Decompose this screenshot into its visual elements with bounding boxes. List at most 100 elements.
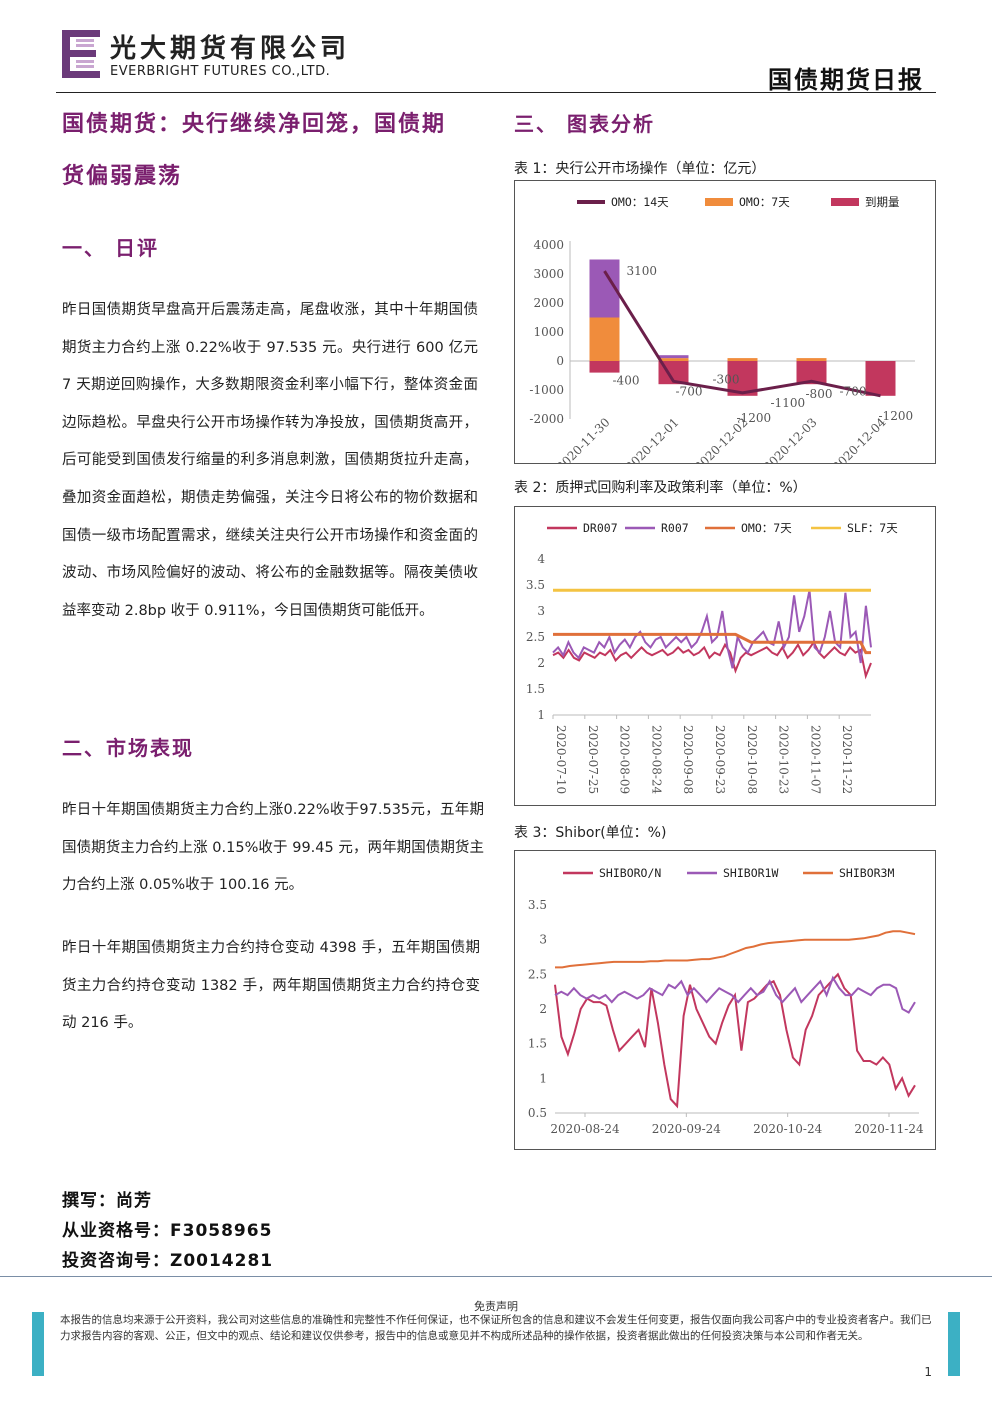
y-tick-label: 4: [537, 552, 545, 566]
footer-left-bar: [32, 1312, 44, 1376]
y-tick-label: 3000: [533, 267, 564, 281]
x-tick-label: 2020-11-22: [840, 725, 854, 794]
series-line: [553, 632, 871, 655]
x-tick-label: 2020-07-25: [586, 725, 600, 794]
author-consult-number: 投资咨询号：Z0014281: [62, 1251, 274, 1271]
data-label: -300: [713, 373, 740, 387]
series-line: [554, 972, 916, 1109]
market-paragraph-2: 昨日十年期国债期货主力合约持仓变动 4398 手，五年期国债期货主力合约持仓变动…: [62, 940, 480, 1032]
y-tick-label: 2.5: [526, 630, 545, 644]
legend-label: 到期量: [865, 195, 900, 209]
x-tick-label: 2020-10-08: [745, 725, 759, 794]
bar-segment: [589, 361, 620, 373]
x-tick-label: 2020-07-10: [554, 725, 568, 794]
legend-label: SHIBOR3M: [839, 866, 894, 880]
section-title-charts: 三、 图表分析: [514, 112, 655, 136]
y-tick-label: 2000: [533, 296, 564, 310]
legend-label: R007: [661, 521, 689, 535]
legend-label: DR007: [583, 521, 618, 535]
legend-label: SHIBORO/N: [599, 866, 661, 880]
legend-label: OMO：7天: [739, 195, 790, 209]
chart2-caption: 表 2：质押式回购利率及政策利率（单位：%）: [514, 480, 807, 496]
bar-segment: [658, 358, 689, 361]
data-label: 3100: [627, 264, 658, 278]
bar-segment: [658, 355, 689, 359]
y-tick-label: 1000: [533, 325, 564, 339]
omo-14d-line: [603, 270, 881, 398]
x-tick-label: 2020-09-24: [652, 1122, 722, 1136]
chart1-caption: 表 1：央行公开市场操作（单位：亿元）: [514, 161, 766, 177]
chart3-shibor: SHIBORO/N SHIBOR1W SHIBOR3M 3.5 3 2.5 2 1.5 1 0.5…: [514, 850, 936, 1150]
page-number: 1: [924, 1365, 932, 1379]
y-tick-label: 2: [539, 1002, 547, 1016]
x-tick-label: 2020-08-09: [618, 725, 632, 794]
y-tick-label: -2000: [529, 412, 564, 426]
y-tick-label: 3.5: [526, 578, 545, 592]
bar-segment: [589, 317, 620, 361]
header-divider: [56, 92, 936, 93]
y-tick-label: 1.5: [528, 1037, 547, 1051]
x-tick-label: 2020-12-02: [692, 415, 751, 464]
disclaimer-title: 免责声明: [474, 1300, 518, 1313]
y-tick-label: 4000: [533, 238, 564, 252]
y-tick-label: 3.5: [528, 898, 547, 912]
x-tick-label: 2020-12-01: [623, 415, 682, 464]
daily-review-paragraph: 昨日国债期货早盘高开后震荡走高，尾盘收涨，其中十年期国债期货主力合约上涨 0.2…: [62, 302, 478, 619]
article-title-line1: 国债期货：央行继续净回笼，国债期: [62, 112, 447, 137]
footer-right-bar: [948, 1312, 960, 1376]
market-paragraph-1: 昨日十年期国债期货主力合约上涨0.22%收于97.535元，五年期国债期货主力合…: [62, 802, 484, 894]
y-tick-label: 1: [539, 1071, 547, 1085]
author-qualification: 从业资格号：F3058965: [62, 1221, 273, 1241]
data-label: -1200: [737, 411, 772, 425]
x-tick-label: 2020-10-24: [753, 1122, 823, 1136]
report-type-title: 国债期货日报: [768, 66, 924, 94]
article-title-line2: 货偏弱震荡: [62, 164, 183, 189]
x-tick-label: 2020-08-24: [649, 725, 663, 795]
y-tick-label: 3: [537, 604, 545, 618]
x-tick-label: 2020-09-23: [713, 725, 727, 794]
data-label: -700: [840, 384, 867, 398]
y-tick-label: 0: [556, 354, 564, 368]
y-tick-label: 1.5: [526, 682, 545, 696]
y-tick-label: 0.5: [528, 1106, 547, 1120]
data-label: -1200: [879, 409, 914, 423]
series-line: [555, 930, 916, 969]
chart3-caption: 表 3：Shibor(单位：%): [514, 825, 667, 841]
legend-swatch: [831, 198, 859, 206]
bar-segment: [796, 361, 827, 385]
y-tick-label: 2.5: [528, 967, 547, 981]
company-name-en: EVERBRIGHT FUTURES CO.,LTD.: [110, 64, 331, 79]
x-tick-label: 2020-08-24: [550, 1122, 620, 1136]
y-tick-label: 1: [537, 708, 545, 722]
data-label: -1100: [771, 396, 806, 410]
company-logo: [62, 30, 100, 78]
chart1-omo-operations: OMO：14天 OMO：7天 到期量 4000 3000 2000 1000 0 -1000 -2…: [514, 180, 936, 464]
disclaimer-text: 本报告的信息均来源于公开资料，我公司对这些信息的准确性和完整性不作任何保证，也不…: [60, 1314, 932, 1342]
bar-segment: [796, 358, 827, 361]
bar-segment: [865, 361, 896, 396]
series-line: [554, 975, 916, 1014]
y-tick-label: 3: [539, 933, 547, 947]
footer-divider: [0, 1276, 992, 1277]
data-label: -800: [806, 387, 833, 401]
legend-swatch: [705, 198, 733, 206]
legend-label: OMO：7天: [741, 521, 792, 535]
company-name-cn: 光大期货有限公司: [110, 34, 351, 64]
x-tick-label: 2020-11-07: [808, 725, 822, 794]
author-name: 撰写：尚芳: [62, 1191, 152, 1211]
x-tick-label: 2020-10-23: [777, 725, 791, 794]
series-line: [552, 640, 872, 680]
legend-label: OMO：14天: [611, 195, 669, 209]
section-title-market: 二、市场表现: [62, 736, 194, 760]
data-label: -700: [676, 384, 703, 398]
x-tick-label: 2020-12-04: [830, 415, 889, 464]
x-tick-label: 2020-11-24: [854, 1122, 924, 1136]
series-line: [552, 590, 872, 669]
x-tick-label: 2020-09-08: [681, 725, 695, 794]
y-tick-label: -1000: [529, 383, 564, 397]
bar-segment: [727, 358, 758, 361]
section-title-daily-review: 一、 日评: [62, 236, 159, 260]
legend-label: SHIBOR1W: [723, 866, 778, 880]
legend-label: SLF：7天: [847, 521, 898, 535]
data-label: -400: [613, 374, 640, 388]
